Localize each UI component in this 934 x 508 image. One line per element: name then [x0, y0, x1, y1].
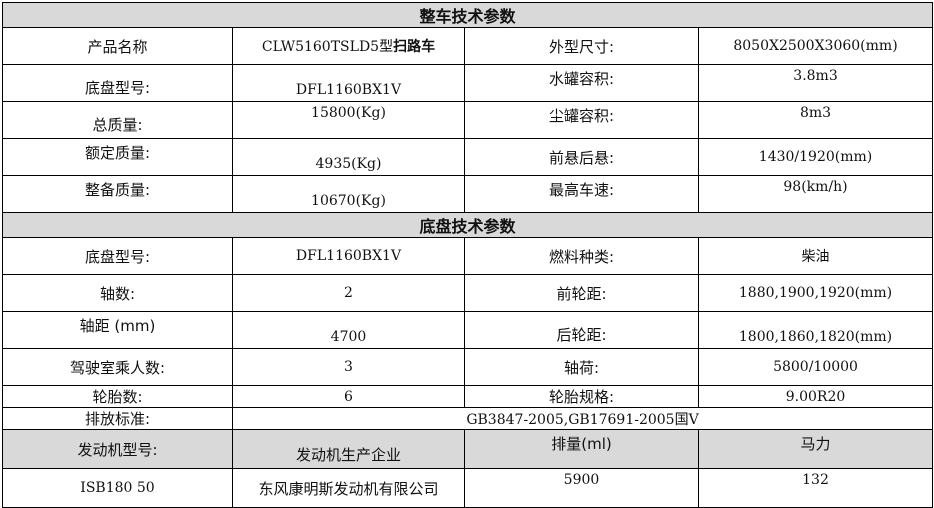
label: 前轮距: [464, 274, 699, 312]
emission-value: GB3847-2005,GB17691-2005国V [231, 407, 934, 430]
label: 水罐容积: [464, 64, 699, 102]
value: CLW5160TSLD5型扫路车 [232, 27, 465, 65]
chassis-section-title: 底盘技术参数 [1, 212, 934, 238]
emission-label: 排放标准: [2, 407, 233, 430]
label: 总质量: [2, 101, 233, 139]
value: 9.00R20 [697, 385, 934, 408]
value: 2 [232, 274, 465, 312]
label: 后轮距: [464, 311, 699, 349]
label: 底盘型号: [2, 64, 233, 102]
label: 额定质量: [2, 138, 233, 176]
engine-horsepower: 132 [697, 468, 934, 508]
engine-header: 发动机生产企业 [232, 429, 465, 469]
label: 尘罐容积: [464, 101, 699, 139]
label: 产品名称 [2, 27, 233, 65]
label: 轴数: [2, 274, 233, 312]
value: 柴油 [697, 237, 934, 275]
label: 燃料种类: [464, 237, 699, 275]
value: 6 [232, 385, 465, 408]
value: 1430/1920(mm) [697, 138, 934, 176]
value: 8m3 [697, 101, 934, 139]
value: 15800(Kg) [232, 101, 465, 139]
model: CLW5160TSLD5型 [261, 39, 394, 55]
value: 8050X2500X3060(mm) [697, 27, 934, 65]
engine-model: ISB180 50 [2, 468, 233, 508]
value: 5800/10000 [697, 348, 934, 386]
label: 驾驶室乘人数: [2, 348, 233, 386]
label: 轴距 (mm) [2, 311, 233, 349]
engine-header: 发动机型号: [2, 429, 233, 469]
value: 1800,1860,1820(mm) [697, 311, 934, 349]
value: 4700 [232, 311, 465, 349]
label: 轴荷: [464, 348, 699, 386]
vehicle-section-title: 整车技术参数 [1, 2, 934, 28]
vehicle-type: 扫路车 [393, 39, 436, 55]
value: 98(km/h) [697, 175, 934, 213]
value: 3.8m3 [697, 64, 934, 102]
label: 最高车速: [464, 175, 699, 213]
label: 轮胎规格: [464, 385, 699, 408]
label: 整备质量: [2, 175, 233, 213]
label: 轮胎数: [2, 385, 233, 408]
value: DFL1160BX1V [232, 237, 465, 275]
value: 10670(Kg) [232, 175, 465, 213]
label: 前悬后悬: [464, 138, 699, 176]
value: 1880,1900,1920(mm) [697, 274, 934, 312]
label: 底盘型号: [2, 237, 233, 275]
value: 4935(Kg) [232, 138, 465, 176]
engine-header: 排量(ml) [464, 429, 699, 469]
value: DFL1160BX1V [232, 64, 465, 102]
value: 3 [232, 348, 465, 386]
label: 外型尺寸: [464, 27, 699, 65]
engine-manufacturer: 东风康明斯发动机有限公司 [232, 468, 465, 508]
engine-header: 马力 [697, 429, 934, 469]
